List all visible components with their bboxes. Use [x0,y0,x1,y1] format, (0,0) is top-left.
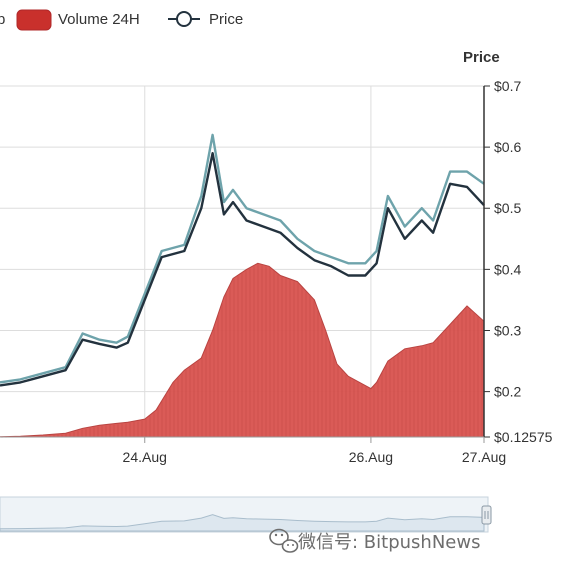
y-tick-label: $0.12575 [494,429,553,445]
navigator-right-handle[interactable] [481,505,492,525]
volume-bar-texture [1,264,483,438]
legend-volume-label[interactable]: Volume 24H [58,11,140,28]
y-tick-label: $0.5 [494,200,521,216]
x-tick-label: 24.Aug [123,449,167,465]
y-tick-label: $0.7 [494,78,521,94]
y-tick-label: $0.4 [494,261,521,277]
legend-price-marker-icon [176,11,192,27]
legend-price-label[interactable]: Price [209,11,243,28]
y-tick-label: $0.3 [494,322,521,338]
price-series-group [0,133,485,387]
y-axis-title: Price [463,49,500,66]
navigator-mini-series [0,514,485,532]
y-tick-label: $0.2 [494,384,521,400]
x-tick-label: 26.Aug [349,449,393,465]
y-axis-ticks: $0.7 $0.6 $0.5 $0.4 $0.3 $0.2 $0.12575 [484,78,553,445]
legend-volume-swatch[interactable] [16,9,52,31]
legend-partial-label: p [0,11,5,28]
y-tick-label: $0.6 [494,139,521,155]
volume-series [0,262,485,438]
market-line [0,152,485,387]
x-axis-ticks: 24.Aug 26.Aug 27.Aug [123,437,506,465]
legend[interactable]: p Volume 24H Price [0,9,243,31]
wechat-icon [269,528,299,553]
navigator[interactable] [0,496,492,533]
x-tick-label: 27.Aug [462,449,506,465]
price-line [0,133,485,384]
watermark-text: 微信号: BitpushNews [298,532,481,553]
